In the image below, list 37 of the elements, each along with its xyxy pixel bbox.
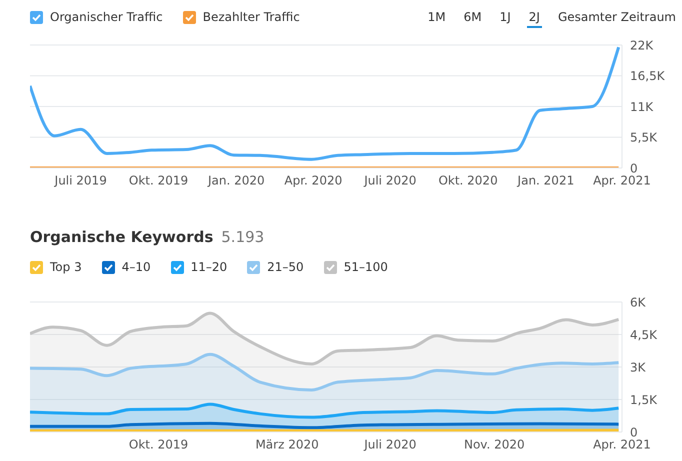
- y-tick-label: 16,5K: [630, 69, 666, 84]
- x-tick-label: Okt. 2020: [438, 174, 498, 188]
- x-tick-label: Okt. 2019: [128, 174, 188, 188]
- y-tick-label: 22K: [630, 38, 654, 52]
- y-tick-label: 4,5K: [630, 328, 658, 342]
- x-tick-label: Apr. 2021: [593, 438, 651, 452]
- text: 1M: [428, 10, 446, 24]
- y-tick-label: 1,5K: [630, 392, 658, 407]
- y-tick-label: 11K: [630, 100, 654, 114]
- legend-label: Top 3: [50, 260, 82, 274]
- legend-label: 11–20: [190, 260, 228, 274]
- y-tick-label: 0: [630, 425, 638, 440]
- x-tick-label: Nov. 2020: [464, 438, 525, 452]
- chart-title: Organische Keywords: [30, 228, 214, 246]
- x-tick-label: Apr. 2021: [593, 174, 651, 188]
- text: Gesamter Zeitraum: [558, 10, 676, 24]
- legend-label: 4–10: [122, 260, 151, 274]
- chart-subtitle: 5.193: [221, 228, 264, 246]
- x-tick-label: Juli 2020: [363, 174, 416, 188]
- x-tick-label: Jan. 2021: [516, 174, 574, 188]
- x-tick-label: Juli 2019: [54, 174, 107, 188]
- x-tick-label: März 2020: [255, 438, 319, 452]
- legend-label: 21–50: [267, 260, 304, 274]
- text: 2J: [528, 10, 540, 24]
- y-tick-label: 0: [630, 161, 638, 176]
- legend-label: 51–100: [344, 260, 388, 274]
- x-tick-label: Jan. 2020: [207, 174, 265, 188]
- x-tick-label: Apr. 2020: [284, 174, 342, 188]
- x-tick-label: Juli 2020: [363, 438, 416, 452]
- legend-label: Organischer Traffic: [50, 10, 163, 24]
- y-tick-label: 3K: [630, 360, 647, 374]
- y-tick-label: 6K: [630, 295, 647, 310]
- legend-label: Bezahlter Traffic: [202, 10, 300, 24]
- y-tick-label: 5,5K: [630, 130, 658, 145]
- text: 6M: [464, 10, 482, 24]
- text: 1J: [500, 10, 511, 24]
- x-tick-label: Okt. 2019: [128, 438, 188, 452]
